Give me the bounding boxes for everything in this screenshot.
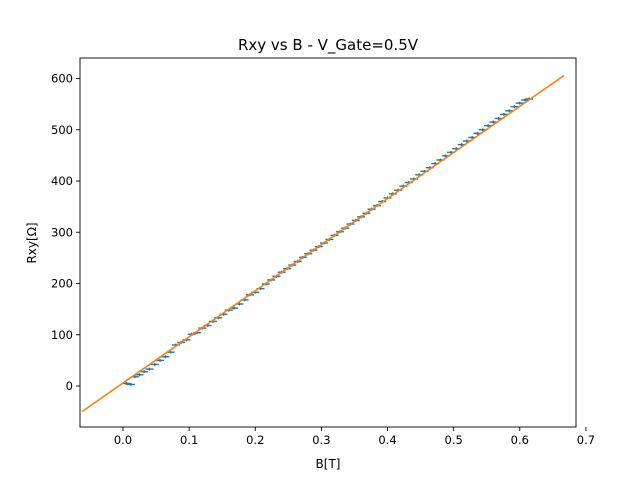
data-point bbox=[465, 139, 468, 143]
y-tick-label: 200 bbox=[51, 277, 73, 291]
data-point bbox=[129, 383, 133, 386]
y-tick-label: 300 bbox=[51, 225, 73, 239]
x-tick-label: 0.1 bbox=[180, 433, 198, 447]
x-axis-label: B[T] bbox=[316, 457, 341, 471]
data-point bbox=[481, 128, 484, 131]
y-tick-label: 500 bbox=[51, 123, 73, 137]
data-point bbox=[164, 355, 167, 358]
y-tick-label: 0 bbox=[66, 379, 73, 393]
chart-title: Rxy vs B - V_Gate=0.5V bbox=[238, 36, 419, 55]
data-point bbox=[238, 302, 241, 306]
data-point bbox=[518, 102, 521, 105]
data-point bbox=[492, 120, 495, 124]
data-point bbox=[158, 359, 162, 362]
data-point bbox=[133, 375, 136, 378]
data-point bbox=[513, 105, 516, 108]
data-point bbox=[153, 363, 156, 366]
data-point bbox=[502, 113, 506, 116]
x-tick-label: 0.7 bbox=[577, 433, 595, 447]
x-tick-label: 0.3 bbox=[312, 433, 330, 447]
x-tick-label: 0.2 bbox=[246, 433, 264, 447]
fit-line bbox=[81, 74, 565, 413]
y-axis-label: Rxy[Ω] bbox=[25, 222, 39, 263]
data-point bbox=[148, 367, 151, 371]
data-point bbox=[143, 370, 146, 373]
data-point bbox=[444, 154, 447, 157]
data-point bbox=[486, 124, 490, 127]
data-point bbox=[508, 109, 511, 112]
x-tick-label: 0.6 bbox=[511, 433, 529, 447]
data-point bbox=[476, 132, 479, 135]
x-tick-label: 0.0 bbox=[114, 433, 132, 447]
y-tick-label: 600 bbox=[51, 72, 73, 86]
x-tick-label: 0.5 bbox=[445, 433, 463, 447]
data-point bbox=[169, 351, 172, 354]
y-tick-label: 100 bbox=[51, 328, 73, 342]
data-point bbox=[449, 151, 453, 154]
data-point bbox=[460, 143, 463, 146]
data-point bbox=[232, 307, 236, 310]
x-tick-label: 0.4 bbox=[378, 433, 396, 447]
data-point bbox=[138, 373, 141, 376]
plot-area: 0.0 0.1 0.2 0.3 0.4 0.5 0.6 0.7 0 100 200 300 400 500… bbox=[51, 57, 595, 447]
data-point bbox=[471, 136, 474, 139]
axes-frame bbox=[79, 57, 577, 428]
y-tick-label: 400 bbox=[51, 174, 73, 188]
data-point bbox=[125, 382, 128, 385]
data-point bbox=[497, 117, 500, 120]
